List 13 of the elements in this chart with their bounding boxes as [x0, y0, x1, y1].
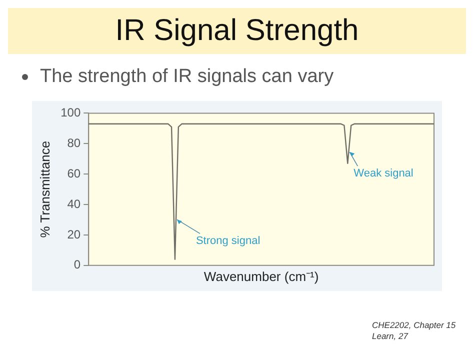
y-tick-label: 20 [67, 227, 81, 242]
annotation: Strong signal [196, 235, 260, 248]
y-tick-label: 60 [67, 166, 81, 180]
y-tick-label: 80 [67, 136, 81, 150]
text: CHE2202, Chapter 15 Learn, 27 [372, 320, 457, 342]
annotation: Weak signal [354, 168, 414, 180]
chart-title: IR Signal Strength [8, 8, 466, 54]
x-axis-title: Wavenumber (cm⁻¹) [204, 268, 319, 284]
chart-subtitle: The strength of IR signals can vary [40, 66, 334, 88]
y-tick-label: 40 [67, 196, 81, 211]
y-axis-title: % Transmittance [37, 140, 52, 238]
y-tick-label: 100 [60, 106, 81, 120]
y-tick-label: 0 [74, 258, 81, 272]
